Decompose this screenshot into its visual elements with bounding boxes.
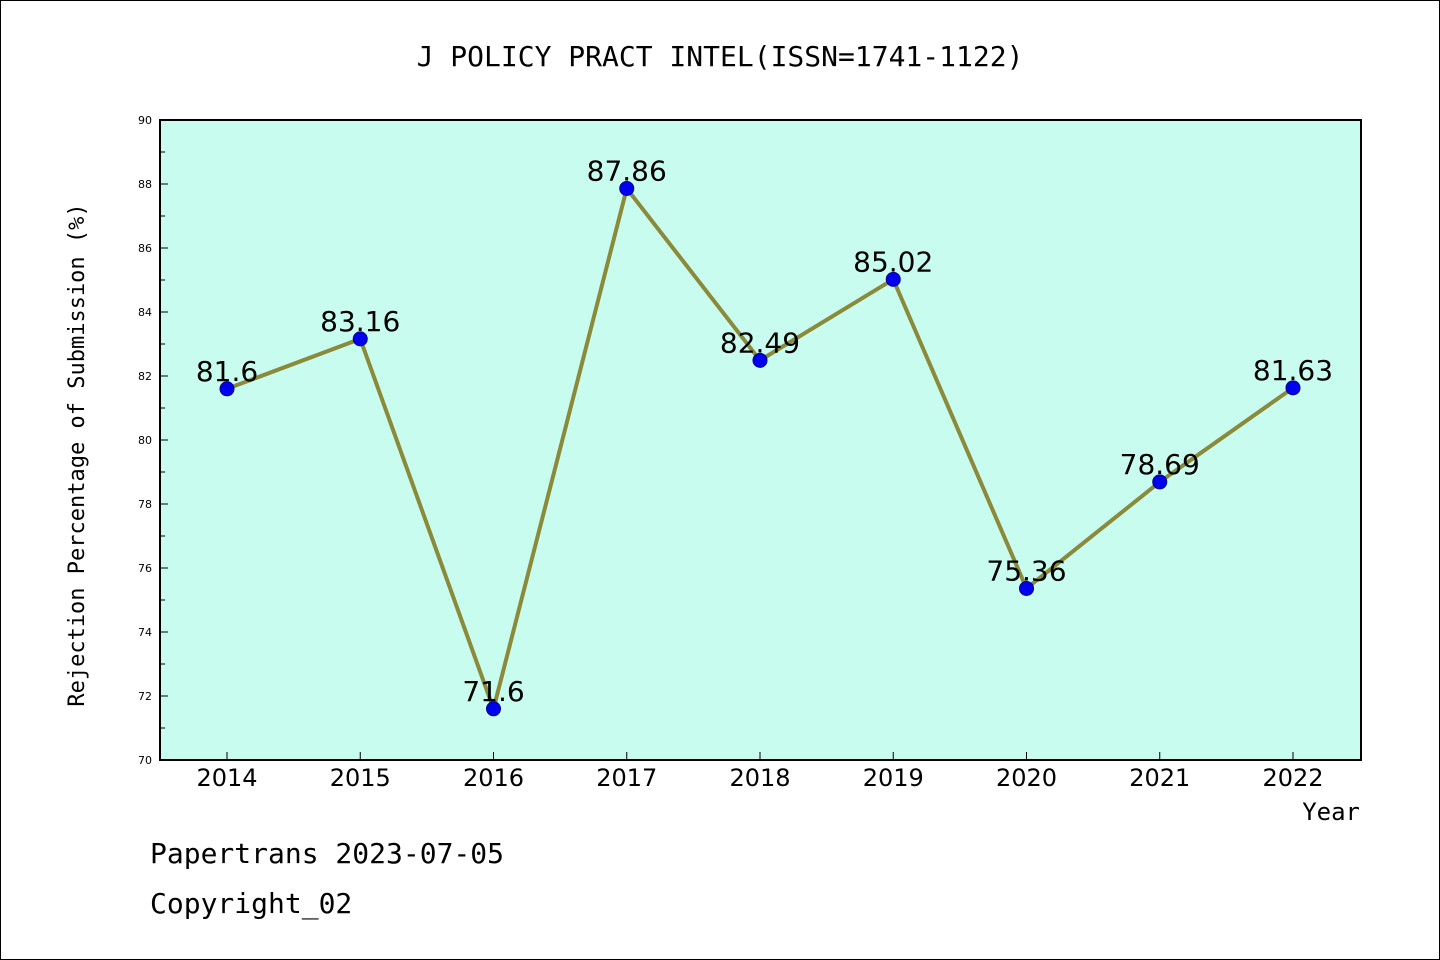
x-tick-label: 2021 [1129,764,1190,792]
footer-date-text: Papertrans 2023-07-05 [150,837,504,870]
data-point-marker [885,271,901,287]
footer-copyright-text: Copyright_02 [150,887,352,921]
y-tick-label: 80 [138,434,152,447]
data-point-marker [1285,380,1301,396]
data-label: 83.16 [320,305,400,338]
data-point-marker [486,701,501,717]
data-label: 71.6 [462,675,524,708]
x-tick-label: 2022 [1262,764,1323,792]
x-tick-label: 2018 [729,764,790,792]
data-point-marker [619,180,635,196]
plot-area [159,119,1362,761]
data-point-marker [1152,474,1168,490]
data-label: 82.49 [720,326,800,359]
y-tick-label: 82 [138,370,152,383]
y-tick-label: 74 [138,626,152,639]
x-axis-label: Year [1302,798,1360,826]
y-tick-label: 86 [138,242,152,255]
data-label: 81.63 [1253,354,1333,387]
data-label: 87.86 [587,154,667,187]
x-tick-label: 2020 [996,764,1057,792]
y-tick-label: 84 [138,306,152,319]
x-tick-label: 2016 [463,764,524,792]
data-point-marker [219,381,235,397]
x-axis: 2014 2015 2016 2017 2018 2019 2020 2021 2022 [196,752,1324,792]
data-label: 81.6 [196,355,258,388]
chart-title: J POLICY PRACT INTEL(ISSN=1741-1122) [417,40,1024,73]
data-label: 85.02 [853,245,933,278]
y-tick-label: 88 [138,178,152,191]
y-tick-label: 70 [138,754,152,767]
y-tick-label: 78 [138,498,152,511]
data-point-marker [352,331,368,347]
x-tick-label: 2019 [863,764,924,792]
x-tick-label: 2017 [596,764,657,792]
data-point-marker [752,352,768,368]
data-label: 75.36 [986,554,1066,587]
y-axis: 70 72 74 76 78 80 82 84 86 88 90 [138,114,168,767]
x-tick-label: 2014 [196,764,257,792]
data-point-marker [1019,580,1034,596]
data-label: 78.69 [1120,448,1200,481]
series-line-group: 81.6 83.16 71.6 87.86 82.49 85.02 75.36 78.69 81… [196,154,1333,717]
y-tick-label: 76 [138,562,152,575]
y-tick-label: 72 [138,690,152,703]
y-axis-label: Rejection Percentage of Submission (%) [65,203,90,706]
x-tick-label: 2015 [330,764,391,792]
y-tick-label: 90 [138,114,152,127]
